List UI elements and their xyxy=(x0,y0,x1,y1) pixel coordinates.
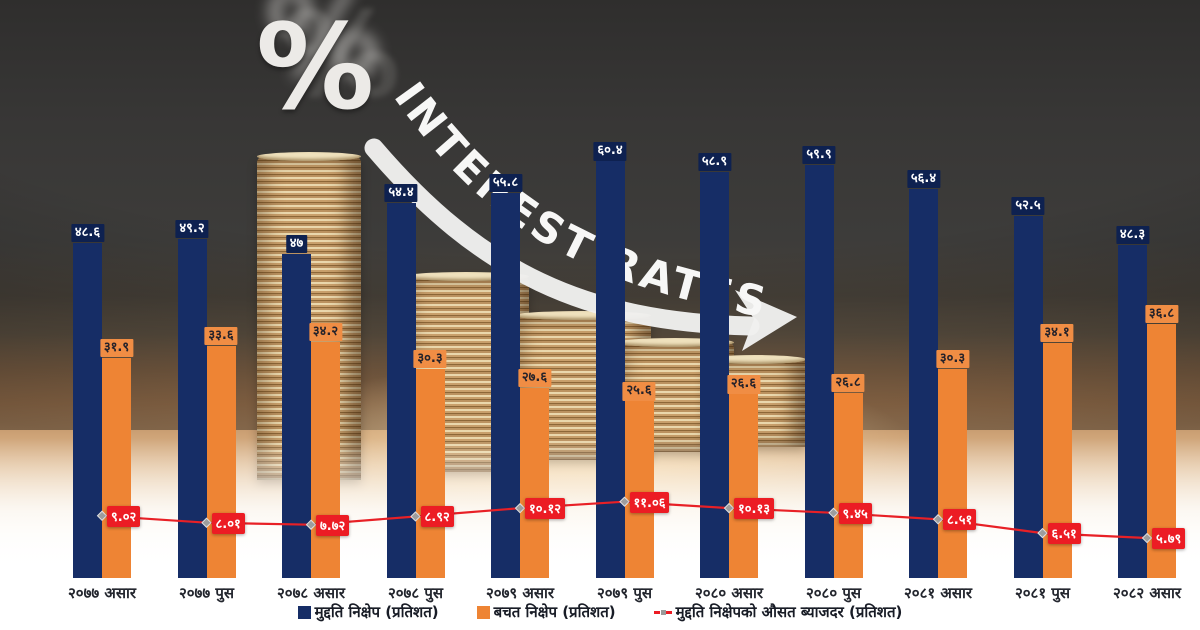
bar-value-label: २६.६ xyxy=(726,375,761,394)
bar-value-label: ५८.९ xyxy=(697,152,732,171)
bar-value-label: ३३.६ xyxy=(204,327,238,346)
x-axis-label: २०८१ पुस xyxy=(1014,584,1071,602)
line-point-marker xyxy=(828,507,839,519)
line-value-label: १०.१२ xyxy=(525,498,565,520)
line-point-marker xyxy=(96,510,108,521)
bar-value-label: ३१.९ xyxy=(99,338,134,358)
percent-ghost-blur: % xyxy=(264,0,383,104)
legend-marker-average-rate-line xyxy=(653,609,672,615)
bar-savings-deposit: ३०.३ xyxy=(413,349,447,578)
bar-value-label: ३६.८ xyxy=(1144,305,1179,324)
bar-savings-deposit: ३०.३ xyxy=(935,349,970,578)
line-value-label: ११.०६ xyxy=(629,491,670,513)
bar-value-label: ४७ xyxy=(285,234,308,253)
bar-value-label: ३४.१ xyxy=(1040,323,1074,342)
bar-value-label: ४८.३ xyxy=(1115,225,1150,245)
bar-value-label: ३०.३ xyxy=(413,349,447,369)
percent-ghost-dark: % xyxy=(282,0,401,124)
x-axis-label: २०८१ असार xyxy=(903,584,973,602)
line-value-label: ९.०२ xyxy=(107,505,141,527)
bar-value-label: ३०.३ xyxy=(935,349,970,369)
bar-value-label: ४९.२ xyxy=(175,219,209,238)
line-value-label: ९.४५ xyxy=(838,502,872,524)
bar-value-label: ३४.२ xyxy=(308,323,343,342)
line-point-marker xyxy=(201,517,212,528)
legend-label: बचत निक्षेप (प्रतिशत) xyxy=(493,603,616,621)
x-axis-label: २०७९ पुस xyxy=(596,584,653,602)
legend: मुद्दति निक्षेप (प्रतिशत) बचत निक्षेप (प… xyxy=(0,602,1200,622)
percent-glyph: % xyxy=(256,0,375,136)
bar-value-label: ५५.८ xyxy=(488,173,523,193)
bar-value-label: ५४.४ xyxy=(384,183,418,202)
bar-savings-deposit: ३३.६ xyxy=(204,327,238,578)
line-value-label: ८.५१ xyxy=(943,509,977,531)
bar-savings-deposit: २६.६ xyxy=(726,375,761,578)
line-point-marker xyxy=(932,514,944,525)
bar-value-label: ६०.४ xyxy=(593,142,627,161)
bar-fixed-deposit: ६०.४ xyxy=(593,142,627,578)
line-point-marker xyxy=(619,496,630,507)
x-axis-label: २०८० पुस xyxy=(805,584,862,602)
line-point-marker xyxy=(410,511,421,522)
bar-savings-deposit: २६.८ xyxy=(831,374,865,578)
x-axis-label: २०८२ असार xyxy=(1112,584,1182,602)
line-value-label: ८.९२ xyxy=(420,506,454,528)
x-axis-label: २०८० असार xyxy=(694,584,764,602)
x-axis-label: २०७७ असार xyxy=(67,584,137,602)
bar-value-label: ५२.५ xyxy=(1011,196,1045,216)
legend-item-average-rate: मुद्दति निक्षेपको औसत ब्याजदर (प्रतिशत) xyxy=(653,602,903,622)
line-point-marker xyxy=(1141,532,1153,544)
line-point-marker xyxy=(723,502,735,514)
bar-fixed-deposit: ५४.४ xyxy=(384,183,418,578)
x-axis-label: २०७७ पुस xyxy=(178,584,235,602)
x-axis-label: २०७८ पुस xyxy=(387,584,444,602)
bar-value-label: २७.६ xyxy=(517,368,552,387)
bar-fixed-deposit: ५६.४ xyxy=(906,169,941,578)
line-value-label: ६.५१ xyxy=(1047,523,1081,545)
line-point-marker xyxy=(514,502,526,514)
legend-marker-savings-deposit xyxy=(476,605,490,619)
legend-item-fixed-deposit: मुद्दति निक्षेप (प्रतिशत) xyxy=(297,602,439,622)
bar-fixed-deposit: ४८.३ xyxy=(1115,225,1150,578)
line-point-marker xyxy=(305,519,317,530)
bar-fixed-deposit: ५९.९ xyxy=(802,145,836,578)
line-value-label: ८.०१ xyxy=(211,512,245,534)
bar-savings-deposit: ३१.९ xyxy=(99,338,134,578)
bar-value-label: ५९.९ xyxy=(802,145,836,164)
bar-value-label: २६.८ xyxy=(831,374,865,393)
bar-value-label: ५६.४ xyxy=(906,169,941,189)
bar-value-label: २५.६ xyxy=(622,382,656,401)
x-axis-label: २०७९ असार xyxy=(485,584,555,602)
line-value-label: ७.७२ xyxy=(316,514,350,536)
line-value-label: १०.१३ xyxy=(734,498,774,520)
percent-symbol: % % % xyxy=(256,0,406,158)
bar-savings-deposit: ३४.२ xyxy=(308,323,343,578)
legend-marker-fixed-deposit xyxy=(297,605,311,619)
swoosh-band xyxy=(364,138,760,336)
line-point-marker xyxy=(1037,527,1048,539)
legend-item-savings-deposit: बचत निक्षेप (प्रतिशत) xyxy=(476,602,616,622)
bar-fixed-deposit: ४८.६ xyxy=(70,223,105,578)
bar-fixed-deposit: ५८.९ xyxy=(697,152,732,578)
bar-fixed-deposit: ५५.८ xyxy=(488,173,523,578)
bar-savings-deposit: २७.६ xyxy=(517,368,552,578)
x-axis-label: २०७८ असार xyxy=(276,584,346,602)
bar-fixed-deposit: ५२.५ xyxy=(1011,196,1045,578)
arrow-icon xyxy=(735,290,797,351)
bar-value-label: ४८.६ xyxy=(70,223,105,242)
line-value-label: ५.७९ xyxy=(1152,528,1186,550)
legend-label: मुद्दति निक्षेपको औसत ब्याजदर (प्रतिशत) xyxy=(675,603,903,621)
legend-label: मुद्दति निक्षेप (प्रतिशत) xyxy=(314,603,439,621)
bar-savings-deposit: २५.६ xyxy=(622,382,656,578)
